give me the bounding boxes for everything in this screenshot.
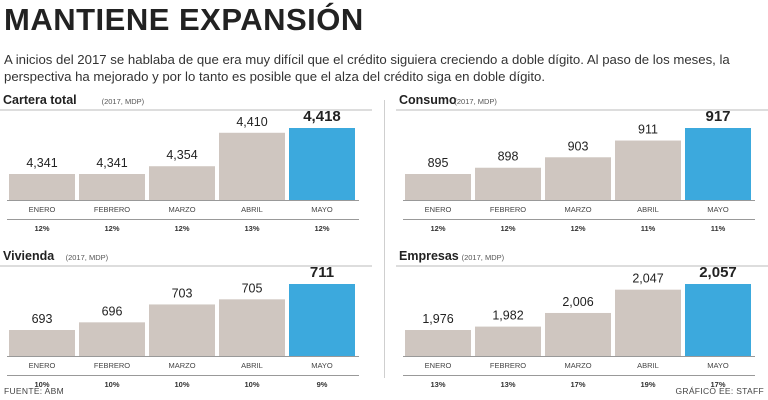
category-label: ENERO xyxy=(29,361,56,370)
panel-title: Consumo xyxy=(399,93,457,107)
category-label: FEBRERO xyxy=(94,361,130,370)
growth-label: 13% xyxy=(500,380,515,389)
growth-label: 17% xyxy=(710,380,725,389)
panel-units: (2017, MDP) xyxy=(462,253,505,262)
bar-abril xyxy=(615,140,681,200)
category-label: MARZO xyxy=(564,361,591,370)
category-label: ABRIL xyxy=(241,205,263,214)
category-label: FEBRERO xyxy=(490,361,526,370)
panel-divider xyxy=(384,100,385,378)
panel-title: Vivienda xyxy=(3,249,55,263)
value-label: 4,410 xyxy=(236,115,267,129)
value-label: 895 xyxy=(428,156,449,170)
value-label: 4,341 xyxy=(96,156,127,170)
category-label: ENERO xyxy=(29,205,56,214)
bar-enero xyxy=(405,330,471,356)
category-label: MARZO xyxy=(168,361,195,370)
growth-label: 17% xyxy=(570,380,585,389)
page-title: MANTIENE EXPANSIÓN xyxy=(4,2,364,37)
panel-units: (2017, MDP) xyxy=(454,97,497,106)
bar-febrero xyxy=(475,326,541,356)
growth-label: 11% xyxy=(711,224,726,233)
growth-label: 12% xyxy=(430,224,445,233)
bar-mayo xyxy=(685,284,751,356)
bar-mayo xyxy=(685,128,751,200)
bar-febrero xyxy=(79,322,145,356)
panel-units: (2017, MDP) xyxy=(66,253,109,262)
category-label: FEBRERO xyxy=(94,205,130,214)
growth-label: 12% xyxy=(104,224,119,233)
category-label: MAYO xyxy=(311,205,333,214)
growth-label: 12% xyxy=(174,224,189,233)
chart-consumo: Consumo(2017, MDP) 895 ENERO 12% 898 FEBRERO 1… xyxy=(396,93,768,233)
category-label: MARZO xyxy=(168,205,195,214)
value-label: 2,057 xyxy=(699,264,737,281)
category-label: MAYO xyxy=(707,361,729,370)
growth-label: 13% xyxy=(244,224,259,233)
category-label: ABRIL xyxy=(637,205,659,214)
value-label: 4,341 xyxy=(26,156,57,170)
growth-label: 10% xyxy=(244,380,259,389)
growth-label: 19% xyxy=(640,380,655,389)
growth-label: 10% xyxy=(34,380,49,389)
panel-units: (2017, MDP) xyxy=(102,97,145,106)
bar-marzo xyxy=(149,166,215,200)
bar-marzo xyxy=(545,157,611,200)
bar-abril xyxy=(219,299,285,356)
value-label: 4,418 xyxy=(303,108,341,125)
value-label: 911 xyxy=(638,123,658,137)
value-label: 693 xyxy=(32,312,53,326)
page-subtitle: A inicios del 2017 se hablaba de que era… xyxy=(4,52,730,84)
growth-label: 12% xyxy=(34,224,49,233)
category-label: ABRIL xyxy=(637,361,659,370)
bar-enero xyxy=(9,330,75,356)
bar-febrero xyxy=(475,167,541,200)
category-label: MAYO xyxy=(311,361,333,370)
growth-label: 10% xyxy=(174,380,189,389)
bar-marzo xyxy=(545,312,611,356)
value-label: 903 xyxy=(568,139,589,153)
growth-label: 12% xyxy=(314,224,329,233)
bar-enero xyxy=(9,174,75,200)
value-label: 917 xyxy=(705,108,730,125)
category-label: MARZO xyxy=(564,205,591,214)
category-label: ENERO xyxy=(425,361,452,370)
bar-enero xyxy=(405,174,471,200)
value-label: 696 xyxy=(102,304,123,318)
panel-title: Cartera total xyxy=(3,93,77,107)
category-label: FEBRERO xyxy=(490,205,526,214)
growth-label: 11% xyxy=(641,224,656,233)
category-label: MAYO xyxy=(707,205,729,214)
chart-cartera-total: Cartera total (2017, MDP) 4,341 ENERO 12% 4,3… xyxy=(0,93,372,233)
value-label: 703 xyxy=(172,286,193,300)
chart-empresas: Empresas (2017, MDP) 1,976 ENERO 13% 1,982 FEB… xyxy=(396,249,768,389)
source-note: FUENTE: ABM xyxy=(4,386,64,396)
growth-label: 12% xyxy=(500,224,515,233)
bar-febrero xyxy=(79,174,145,200)
category-label: ENERO xyxy=(425,205,452,214)
value-label: 711 xyxy=(310,264,334,281)
value-label: 705 xyxy=(242,281,263,295)
credit-note: GRÁFICO EE: STAFF xyxy=(675,386,764,396)
growth-label: 13% xyxy=(430,380,445,389)
growth-label: 9% xyxy=(317,380,328,389)
bar-abril xyxy=(615,289,681,356)
bar-marzo xyxy=(149,304,215,356)
growth-label: 10% xyxy=(104,380,119,389)
value-label: 2,047 xyxy=(632,272,663,286)
bar-mayo xyxy=(289,284,355,356)
value-label: 4,354 xyxy=(166,148,197,162)
bar-abril xyxy=(219,132,285,200)
panel-title: Empresas xyxy=(399,249,459,263)
value-label: 1,982 xyxy=(492,309,523,323)
category-label: ABRIL xyxy=(241,361,263,370)
value-label: 2,006 xyxy=(562,295,593,309)
growth-label: 12% xyxy=(570,224,585,233)
value-label: 1,976 xyxy=(422,312,453,326)
bar-mayo xyxy=(289,128,355,200)
value-label: 898 xyxy=(498,150,519,164)
chart-vivienda: Vivienda (2017, MDP) 693 ENERO 10% 696 FEBRERO… xyxy=(0,249,372,389)
